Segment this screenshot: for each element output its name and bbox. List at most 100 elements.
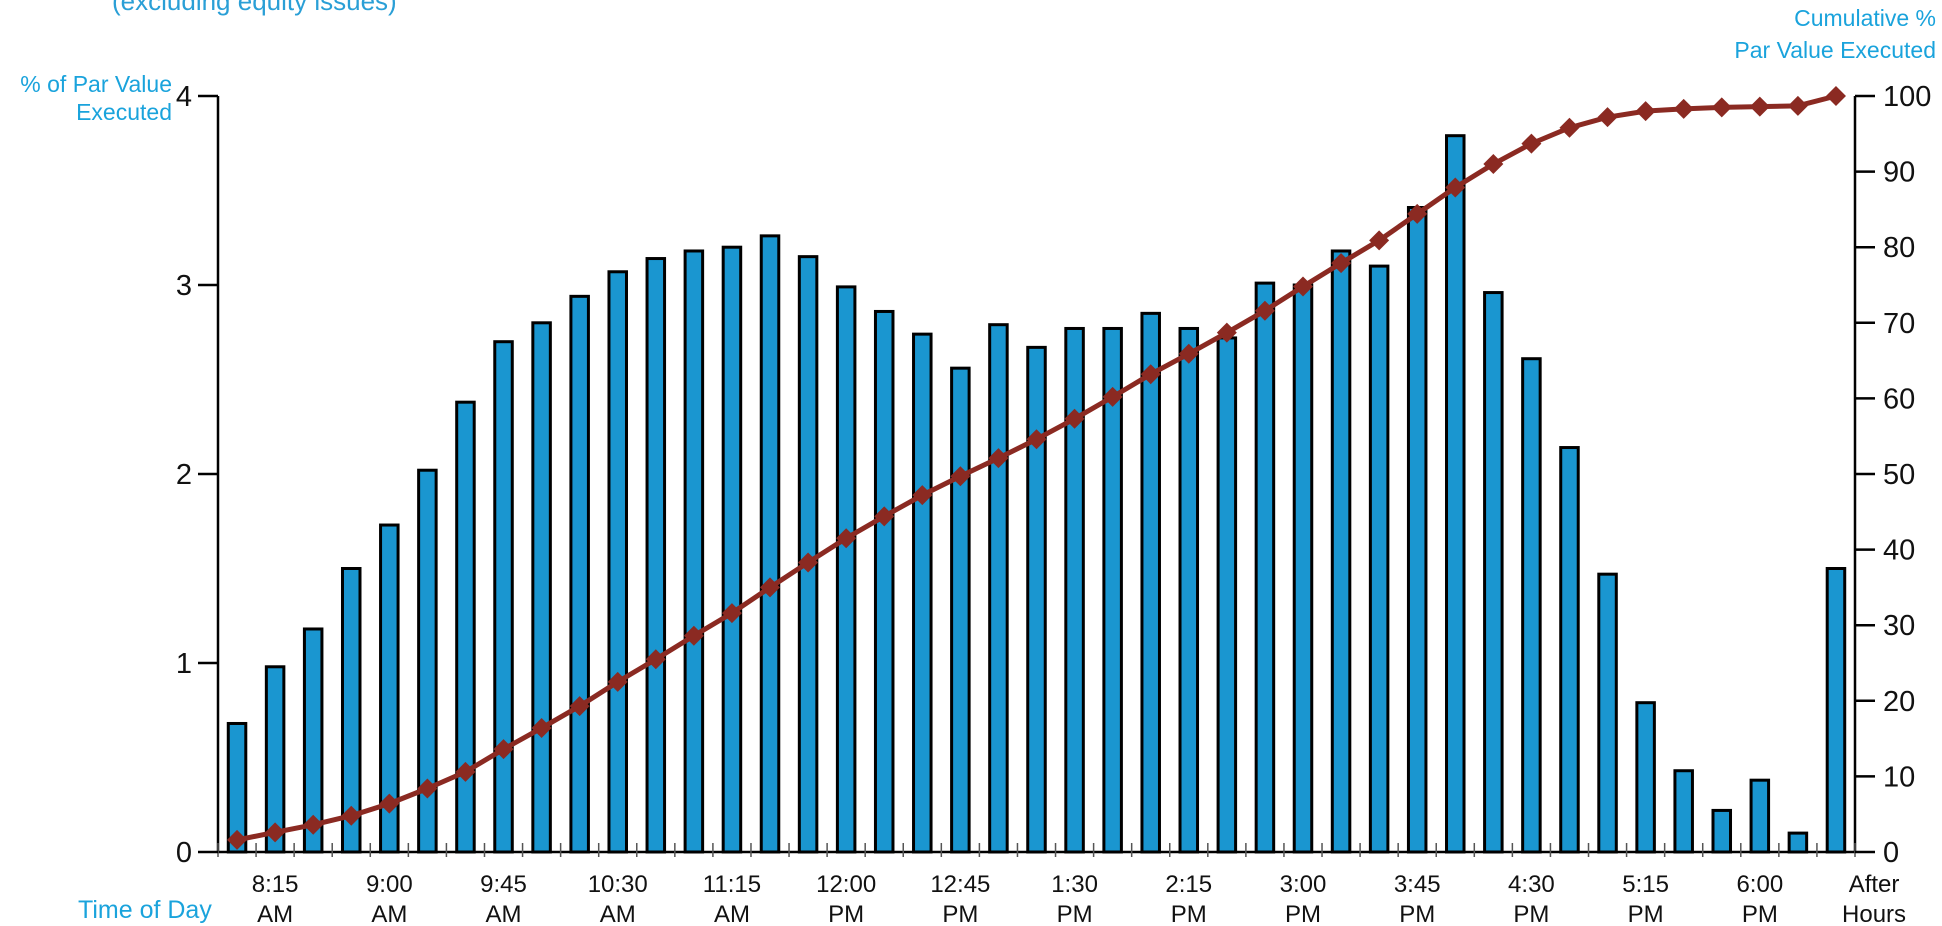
bar bbox=[988, 323, 1009, 854]
cumulative-point bbox=[227, 829, 248, 850]
x-tick-label-line-1: 12:00 bbox=[816, 871, 876, 898]
bar bbox=[1254, 281, 1276, 854]
bar bbox=[873, 309, 895, 854]
bar bbox=[1711, 808, 1733, 854]
cumulative-point bbox=[303, 814, 324, 835]
cumulative-point bbox=[1064, 408, 1085, 429]
left-axis-title: % of Par Value Executed bbox=[0, 70, 172, 126]
bar bbox=[1825, 567, 1847, 854]
bar bbox=[1406, 206, 1428, 854]
left-tick-label: 0 bbox=[176, 837, 192, 869]
bar bbox=[1368, 264, 1390, 854]
cumulative-point bbox=[1635, 101, 1656, 122]
cumulative-point bbox=[950, 466, 971, 487]
x-tick-label-line-1: 2:15 bbox=[1165, 871, 1212, 898]
bar bbox=[950, 366, 971, 854]
bar bbox=[1749, 778, 1771, 854]
x-tick-label-line-1: 4:30 bbox=[1508, 871, 1555, 898]
right-tick-label: 60 bbox=[1883, 383, 1915, 415]
x-tick-label-line-1: 12:45 bbox=[930, 871, 990, 898]
left-axis-title-line-1: % of Par Value bbox=[20, 71, 172, 97]
cumulative-point bbox=[645, 649, 666, 670]
cumulative-point bbox=[798, 552, 819, 573]
right-tick-label: 20 bbox=[1883, 686, 1915, 718]
cumulative-point bbox=[455, 761, 476, 782]
chart-note: (excluding equity issues) bbox=[112, 0, 397, 16]
cumulative-point bbox=[1787, 95, 1808, 116]
bar bbox=[721, 245, 743, 854]
bar bbox=[1559, 446, 1580, 854]
cumulative-point bbox=[379, 793, 400, 814]
cumulative-point bbox=[1140, 364, 1161, 385]
right-tick-label: 70 bbox=[1883, 308, 1915, 340]
cumulative-point bbox=[912, 485, 933, 506]
bar bbox=[1064, 326, 1085, 854]
cumulative-point bbox=[531, 718, 552, 739]
cumulative-point bbox=[1749, 96, 1770, 117]
right-tick-label: 40 bbox=[1883, 535, 1915, 567]
bar bbox=[1330, 249, 1352, 854]
right-tick-label: 0 bbox=[1883, 837, 1899, 869]
x-tick-label-line-2: PM bbox=[828, 901, 864, 926]
right-tick-label: 10 bbox=[1883, 761, 1915, 793]
left-tick-label: 2 bbox=[176, 459, 192, 491]
bar bbox=[493, 340, 514, 854]
x-tick-label-line-2: PM bbox=[1513, 901, 1549, 926]
right-tick-label: 100 bbox=[1883, 81, 1931, 113]
left-tick-label: 4 bbox=[176, 81, 192, 113]
bar bbox=[912, 332, 933, 854]
bar bbox=[1635, 701, 1656, 854]
cumulative-point bbox=[1178, 343, 1199, 364]
cumulative-point bbox=[1369, 230, 1390, 251]
cumulative-point bbox=[1407, 203, 1428, 224]
x-tick-label-line-2: PM bbox=[1742, 901, 1778, 926]
right-tick-label: 90 bbox=[1883, 157, 1915, 189]
cumulative-point bbox=[1445, 177, 1466, 198]
cumulative-point bbox=[1331, 253, 1352, 274]
cumulative-point bbox=[683, 625, 704, 646]
bar bbox=[1216, 336, 1238, 854]
cumulative-point bbox=[1026, 429, 1047, 450]
cumulative-point bbox=[1292, 276, 1313, 297]
bar bbox=[569, 294, 590, 854]
bar bbox=[1445, 134, 1466, 854]
bar bbox=[1292, 283, 1314, 854]
x-tick-label-line-2: AM bbox=[714, 901, 750, 926]
x-tick-label-line-1: 9:00 bbox=[366, 871, 413, 898]
left-tick-label: 1 bbox=[176, 648, 192, 680]
bar bbox=[1673, 769, 1694, 854]
cumulative-point bbox=[1559, 117, 1580, 138]
x-tick-label-line-1: 1:30 bbox=[1051, 871, 1098, 898]
right-tick-label: 80 bbox=[1883, 232, 1915, 264]
bar bbox=[835, 285, 857, 854]
right-axis-title: Cumulative % Par Value Executed bbox=[1676, 2, 1936, 66]
x-tick-label-line-1: After bbox=[1849, 871, 1900, 898]
bar bbox=[1483, 291, 1504, 854]
cumulative-point bbox=[1254, 300, 1275, 321]
x-tick-label-line-2: Hours bbox=[1842, 901, 1906, 926]
bar bbox=[1178, 326, 1200, 854]
left-tick-label: 3 bbox=[176, 270, 192, 302]
bar bbox=[1140, 311, 1161, 854]
cumulative-point bbox=[721, 603, 742, 624]
cumulative-point bbox=[341, 805, 362, 826]
x-tick-label-line-2: AM bbox=[257, 901, 293, 926]
bar bbox=[1026, 345, 1047, 854]
x-tick-label-line-2: PM bbox=[1057, 901, 1093, 926]
x-tick-label-line-1: 6:00 bbox=[1736, 871, 1783, 898]
cumulative-point bbox=[417, 778, 438, 799]
x-tick-label-line-1: 11:15 bbox=[703, 871, 761, 898]
x-tick-label-line-1: 3:45 bbox=[1394, 871, 1441, 898]
cumulative-point bbox=[493, 739, 514, 760]
bar bbox=[1597, 572, 1618, 854]
x-tick-label-line-1: 5:15 bbox=[1622, 871, 1669, 898]
x-tick-label-line-2: AM bbox=[486, 901, 522, 926]
x-tick-label-line-1: 8:15 bbox=[252, 871, 299, 898]
cumulative-point bbox=[265, 822, 286, 843]
cumulative-point bbox=[1102, 386, 1123, 407]
x-tick-label-line-1: 3:00 bbox=[1280, 871, 1327, 898]
bar bbox=[683, 249, 705, 854]
right-tick-label: 50 bbox=[1883, 459, 1915, 491]
cumulative-point bbox=[874, 506, 895, 527]
